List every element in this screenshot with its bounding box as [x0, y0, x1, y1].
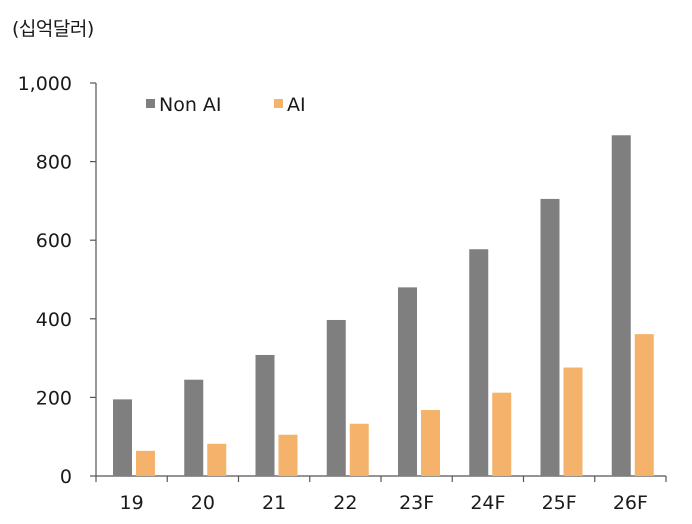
y-tick-label: 400 — [36, 309, 72, 331]
legend-label-ai: AI — [287, 94, 306, 116]
bar-non-ai — [113, 399, 132, 476]
y-tick-label: 600 — [36, 230, 72, 252]
bar-non-ai — [184, 379, 204, 476]
bar-non-ai — [611, 135, 631, 477]
x-tick-label: 21 — [262, 492, 286, 514]
bar-ai — [421, 409, 440, 476]
y-tick-label: 800 — [36, 152, 72, 174]
bar-ai — [563, 367, 583, 476]
bar-non-ai — [326, 319, 346, 476]
bar-non-ai — [540, 198, 560, 476]
bar-ai — [136, 450, 155, 476]
bar-ai — [492, 392, 512, 476]
x-tick-label: 23F — [399, 492, 434, 514]
x-tick-label: 19 — [120, 492, 144, 514]
legend-swatch-non-ai — [146, 99, 155, 108]
y-tick-label: 0 — [60, 466, 72, 488]
x-tick-label: 25F — [542, 492, 577, 514]
unit-label: (십억달러) — [12, 18, 94, 40]
legend-label-non-ai: Non AI — [159, 94, 222, 116]
legend-swatch-ai — [274, 99, 283, 108]
bar-ai — [349, 423, 369, 476]
bar-non-ai — [469, 249, 489, 476]
y-tick-label: 200 — [36, 387, 72, 409]
x-tick-label: 24F — [470, 492, 505, 514]
bar-ai — [278, 434, 298, 476]
bar-non-ai — [398, 287, 417, 476]
bar-ai — [634, 334, 654, 476]
x-tick-label: 26F — [613, 492, 648, 514]
bar-non-ai — [255, 354, 275, 476]
x-tick-label: 22 — [333, 492, 357, 514]
bar-ai — [207, 443, 227, 476]
y-tick-label: 1,000 — [18, 73, 72, 95]
x-tick-label: 20 — [191, 492, 215, 514]
